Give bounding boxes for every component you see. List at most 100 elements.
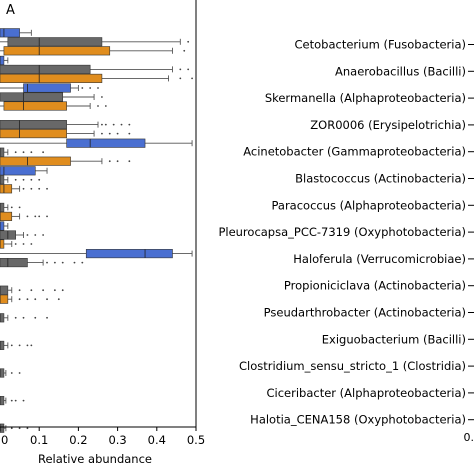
outlier-point — [38, 187, 41, 190]
box-blue — [66, 138, 146, 148]
box-gray — [0, 147, 5, 157]
outlier-point — [53, 289, 56, 292]
box-orange — [0, 239, 5, 249]
category-label: Propioniciclava (Actinobacteria) — [284, 279, 466, 293]
box-gray — [0, 285, 9, 295]
box-gray — [0, 340, 5, 350]
outlier-point — [81, 87, 84, 89]
outlier-point — [101, 132, 103, 135]
outlier-point — [30, 344, 33, 347]
outlier-point — [183, 49, 186, 52]
outlier-point — [101, 123, 103, 126]
outlier-point — [14, 316, 17, 319]
outlier-point — [108, 132, 111, 135]
outlier-point — [26, 344, 29, 347]
outlier-point — [46, 298, 48, 301]
box-orange — [3, 46, 111, 56]
category-label: Blastococcus (Actinobacteria) — [295, 172, 466, 186]
box-orange — [0, 156, 71, 166]
outlier-point — [38, 178, 41, 181]
outlier-point — [26, 234, 29, 236]
x-tick-label: 0.3 — [108, 433, 126, 447]
x-tick-label: 0.1 — [30, 433, 48, 447]
outlier-point — [187, 68, 190, 71]
outlier-point — [22, 151, 25, 154]
outlier-point — [46, 215, 48, 218]
outlier-point — [26, 298, 29, 301]
outlier-point — [34, 316, 37, 319]
outlier-point — [18, 372, 21, 374]
outlier-point — [10, 399, 13, 402]
outlier-point — [104, 123, 107, 126]
category-label: Pseudarthrobacter (Actinobacteria) — [264, 306, 466, 320]
outlier-point — [116, 132, 119, 135]
category-label: Acinetobacter (Gammaproteobacteria) — [243, 145, 466, 159]
box-gray — [0, 396, 5, 406]
outlier-point — [46, 261, 48, 264]
box-blue — [0, 166, 36, 176]
box-plot-area — [0, 28, 193, 433]
right-panel-tick-label: 0. — [464, 431, 474, 444]
box-gray — [0, 202, 5, 212]
outlier-point — [61, 289, 64, 292]
category-labels: Cetobacterium (Fusobacteria) Anaerobacill… — [218, 38, 474, 427]
panel-label: A — [6, 3, 15, 18]
outlier-point — [101, 96, 103, 98]
outlier-point — [14, 178, 17, 181]
outlier-point — [18, 289, 21, 292]
box-gray — [0, 423, 5, 433]
outlier-point — [18, 298, 21, 301]
box-orange — [0, 184, 13, 194]
box-blue — [85, 249, 173, 259]
category-label: Pleurocapsa_PCC-7319 (Oxyphotobacteria) — [218, 225, 466, 239]
box-gray — [0, 368, 5, 378]
box-blue — [0, 221, 5, 231]
x-tick-label: 0 — [1, 433, 8, 447]
category-label: Clostridium_sensu_stricto_1 (Clostridia) — [239, 359, 466, 373]
outlier-point — [34, 298, 37, 301]
box-gray — [7, 37, 103, 47]
outlier-point — [30, 243, 33, 245]
outlier-point — [53, 261, 56, 264]
category-label: Ciceribacter (Alphaproteobacteria) — [266, 386, 466, 400]
outlier-point — [30, 187, 33, 190]
category-label: Haloferula (Verrucomicrobiae) — [293, 252, 466, 266]
outlier-point — [26, 427, 29, 430]
outlier-point — [73, 261, 76, 264]
outlier-point — [104, 105, 107, 107]
outlier-point — [89, 87, 92, 89]
outlier-point — [97, 87, 99, 89]
outlier-point — [108, 160, 111, 163]
outlier-point — [22, 178, 25, 181]
outlier-point — [14, 243, 17, 245]
outlier-point — [30, 151, 33, 154]
outlier-point — [57, 298, 60, 301]
outlier-point — [38, 215, 41, 218]
outlier-point — [187, 40, 190, 43]
outlier-point — [18, 344, 21, 347]
box-gray — [0, 64, 91, 74]
outlier-point — [22, 316, 25, 319]
outlier-point — [14, 399, 17, 402]
outlier-point — [46, 316, 48, 319]
outlier-point — [30, 178, 33, 181]
box-gray — [0, 120, 67, 130]
outlier-point — [179, 77, 182, 80]
category-label: Cetobacterium (Fusobacteria) — [295, 38, 466, 52]
category-label: Exiguobacterium (Bacilli) — [322, 332, 466, 346]
outlier-point — [61, 261, 64, 264]
outlier-point — [22, 243, 25, 245]
category-label: Halotia_CENA158 (Oxyphotobacteria) — [250, 413, 466, 427]
outlier-point — [128, 160, 131, 163]
x-tick-label: 0.2 — [69, 433, 87, 447]
outlier-point — [42, 234, 45, 236]
outlier-point — [10, 206, 13, 209]
outlier-point — [30, 289, 33, 292]
box-blue — [0, 28, 20, 38]
outlier-point — [46, 187, 48, 190]
outlier-point — [128, 132, 131, 135]
outlier-point — [22, 187, 25, 190]
box-gray — [0, 313, 5, 323]
outlier-point — [42, 151, 45, 154]
